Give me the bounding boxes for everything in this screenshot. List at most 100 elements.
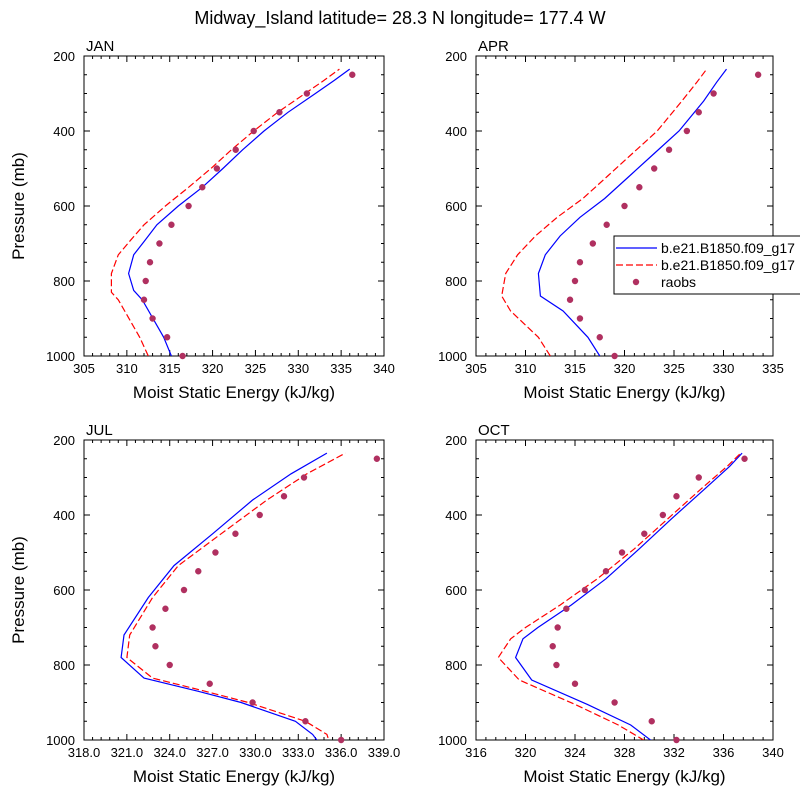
raobs-point bbox=[741, 455, 748, 462]
y-tick-label: 800 bbox=[445, 274, 467, 289]
raobs-point bbox=[256, 511, 263, 519]
y-tick-label: 1000 bbox=[46, 349, 75, 364]
x-tick-label: 339.0 bbox=[368, 745, 401, 760]
raobs-point bbox=[232, 530, 239, 537]
raobs-point bbox=[596, 334, 603, 341]
panel-label: JUL bbox=[86, 422, 113, 439]
x-axis-label: Moist Static Energy (kJ/kg) bbox=[133, 767, 335, 786]
raobs-point bbox=[280, 493, 288, 500]
raobs-point bbox=[754, 71, 762, 78]
y-tick-label: 400 bbox=[53, 508, 75, 523]
legend-label: raobs bbox=[661, 274, 696, 290]
y-tick-label: 1000 bbox=[438, 349, 467, 364]
raobs-point bbox=[683, 127, 691, 135]
x-tick-label: 315 bbox=[159, 361, 181, 376]
raobs-point bbox=[549, 643, 556, 650]
raobs-point bbox=[648, 718, 655, 725]
x-tick-label: 325 bbox=[245, 361, 267, 376]
raobs-point bbox=[636, 184, 643, 191]
y-tick-label: 200 bbox=[53, 433, 75, 448]
y-tick-label: 1000 bbox=[46, 733, 75, 748]
x-tick-label: 330.0 bbox=[239, 745, 272, 760]
y-tick-label: 400 bbox=[445, 124, 467, 139]
x-tick-label: 335 bbox=[762, 361, 784, 376]
raobs-point bbox=[602, 568, 610, 575]
x-tick-label: 324 bbox=[564, 745, 586, 760]
panel-jul: JUL 318.0 321.0 324.0 327.0 330.0 333.0 336.0 33… bbox=[9, 422, 400, 786]
raobs-point bbox=[142, 277, 149, 285]
x-tick-label: 336.0 bbox=[325, 745, 358, 760]
raobs-point bbox=[162, 605, 169, 612]
raobs-point bbox=[695, 109, 702, 116]
raobs-point bbox=[611, 699, 618, 706]
raobs-point bbox=[337, 736, 345, 744]
y-tick-label: 800 bbox=[53, 274, 75, 289]
dashed-series-line bbox=[110, 68, 340, 356]
x-tick-label: 328 bbox=[614, 745, 636, 760]
raobs-point bbox=[651, 165, 658, 172]
x-tick-label: 340 bbox=[762, 745, 784, 760]
raobs-point bbox=[373, 455, 381, 462]
dashed-series-line bbox=[497, 452, 742, 740]
x-tick-label: 320 bbox=[614, 361, 636, 376]
y-tick-label: 600 bbox=[53, 583, 75, 598]
raobs-point bbox=[554, 624, 561, 631]
raobs-point bbox=[156, 240, 163, 247]
raobs-point bbox=[673, 736, 680, 744]
raobs-point bbox=[659, 511, 667, 519]
figure-title: Midway_Island latitude= 28.3 N longitude… bbox=[194, 8, 605, 29]
raobs-point bbox=[563, 605, 570, 612]
x-tick-label: 332 bbox=[663, 745, 685, 760]
raobs-point bbox=[349, 71, 356, 78]
legend-label: b.e21.B1850.f09_g17 bbox=[661, 257, 795, 273]
raobs-point bbox=[576, 259, 584, 266]
x-tick-label: 324.0 bbox=[153, 745, 186, 760]
raobs-point bbox=[199, 184, 206, 191]
x-tick-label: 320 bbox=[202, 361, 224, 376]
raobs-point bbox=[566, 296, 574, 303]
raobs-point bbox=[180, 586, 188, 594]
y-axis-label: Pressure (mb) bbox=[9, 152, 28, 260]
raobs-point bbox=[571, 277, 579, 285]
raobs-point bbox=[232, 146, 239, 153]
raobs-point bbox=[166, 661, 173, 669]
x-tick-label: 310 bbox=[116, 361, 138, 376]
panel-label: APR bbox=[478, 38, 509, 55]
y-tick-label: 200 bbox=[53, 49, 75, 64]
panel-label: JAN bbox=[86, 38, 114, 55]
raobs-point bbox=[581, 586, 589, 594]
x-tick-label: 318.0 bbox=[68, 745, 101, 760]
raobs-point bbox=[212, 549, 219, 556]
raobs-point bbox=[185, 202, 192, 210]
y-axis-label: Pressure (mb) bbox=[9, 536, 28, 644]
legend: b.e21.B1850.f09_g17b.e21.B1850.f09_g17ra… bbox=[613, 235, 800, 295]
x-tick-label: 330 bbox=[713, 361, 735, 376]
raobs-point bbox=[695, 474, 702, 481]
raobs-point bbox=[618, 549, 626, 556]
y-tick-label: 1000 bbox=[438, 733, 467, 748]
x-tick-label: 333.0 bbox=[282, 745, 315, 760]
y-tick-label: 200 bbox=[445, 433, 467, 448]
raobs-point bbox=[665, 146, 673, 153]
y-tick-label: 400 bbox=[53, 124, 75, 139]
x-tick-label: 321.0 bbox=[111, 745, 144, 760]
dashed-series-line bbox=[501, 68, 708, 356]
x-axis-label: Moist Static Energy (kJ/kg) bbox=[523, 767, 725, 786]
x-tick-label: 330 bbox=[287, 361, 309, 376]
raobs-point bbox=[149, 624, 156, 631]
raobs-point bbox=[152, 643, 159, 650]
x-tick-label: 310 bbox=[515, 361, 537, 376]
raobs-point bbox=[673, 493, 680, 500]
raobs-point bbox=[611, 352, 618, 360]
raobs-point bbox=[140, 296, 148, 303]
raobs-point bbox=[249, 699, 256, 706]
solid-series-line bbox=[514, 452, 743, 740]
y-tick-label: 600 bbox=[53, 199, 75, 214]
raobs-point bbox=[206, 680, 213, 687]
x-tick-label: 335 bbox=[330, 361, 352, 376]
y-tick-label: 200 bbox=[445, 49, 467, 64]
y-tick-label: 600 bbox=[445, 583, 467, 598]
raobs-point bbox=[621, 202, 628, 210]
raobs-point bbox=[213, 165, 221, 172]
